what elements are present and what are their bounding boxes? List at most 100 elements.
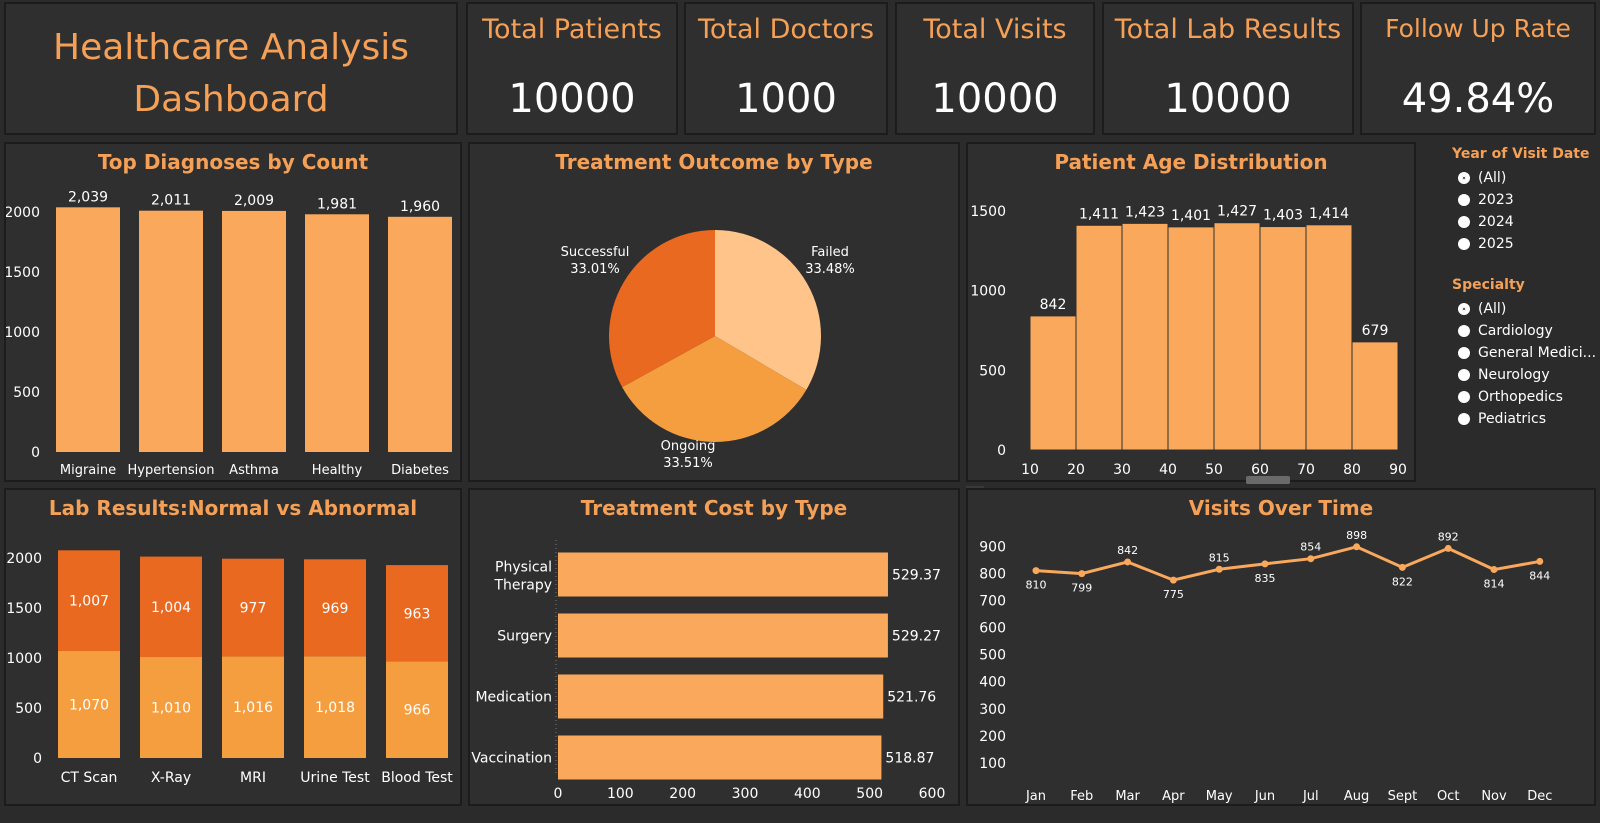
- radio-button[interactable]: [1458, 325, 1470, 337]
- stacked-bar-segment: [304, 656, 366, 758]
- series-line: [1035, 545, 1541, 582]
- age-histogram[interactable]: 0 500 1000 1500 842 1,411 1,423 1,401 1,427 1,403…: [968, 144, 1414, 480]
- radio-button[interactable]: [1458, 172, 1470, 184]
- treatment-cost-chart[interactable]: 529.37 Physical Therapy 529.27 Surgery 521.76…: [470, 490, 958, 804]
- x-tick-label: Apr: [1162, 789, 1185, 804]
- bar: [558, 613, 888, 658]
- kpi-total-visits: Total Visits 10000: [895, 2, 1095, 135]
- radio-button[interactable]: [1458, 413, 1470, 425]
- x-tick-label: Nov: [1481, 789, 1507, 804]
- y-tick-label: 500: [15, 701, 42, 717]
- kpi-value: 49.84%: [1401, 76, 1555, 122]
- diagnoses-chart[interactable]: 0 500 1000 1500 2000 2,039 Migraine 2,011 Hypert…: [6, 144, 460, 480]
- option-label: Orthopedics: [1478, 389, 1563, 405]
- resize-handle[interactable]: [1246, 476, 1290, 484]
- radio-button[interactable]: [1458, 369, 1470, 381]
- histogram-bar: [1259, 226, 1307, 451]
- x-tick-label: Feb: [1070, 789, 1093, 804]
- data-label: 835: [1255, 572, 1276, 585]
- cost-panel[interactable]: Treatment Cost by Type 529.37 Physical The…: [468, 488, 960, 806]
- specialty-filter-option[interactable]: Neurology: [1458, 364, 1550, 386]
- histogram-bar: [1351, 341, 1399, 451]
- y-tick-label: Medication: [475, 690, 552, 706]
- stacked-bar-segment: [386, 661, 448, 758]
- pie-slice: [715, 230, 821, 390]
- x-tick-label: Oct: [1437, 789, 1459, 804]
- data-label: 521.76: [887, 690, 936, 706]
- specialty-filter-option[interactable]: General Medici...: [1458, 342, 1596, 364]
- data-label: 1,007: [69, 594, 109, 610]
- y-tick-label: Therapy: [493, 578, 552, 594]
- x-tick-label: Aug: [1344, 789, 1369, 804]
- kpi-title: Follow Up Rate: [1385, 14, 1571, 43]
- x-tick-label: 200: [669, 786, 696, 802]
- data-label: 898: [1346, 529, 1367, 542]
- y-tick-label: 1000: [6, 651, 42, 667]
- chart-title: Patient Age Distribution: [1054, 150, 1328, 174]
- data-label: 1,018: [315, 700, 355, 716]
- option-label: Neurology: [1478, 367, 1550, 383]
- x-tick-label: Dec: [1527, 789, 1552, 804]
- data-point: [1124, 558, 1132, 566]
- year-filter-option[interactable]: (All): [1458, 167, 1506, 189]
- y-tick-label: Vaccination: [471, 751, 552, 767]
- outcome-panel[interactable]: Treatment Outcome by Type Failed 33.48% On…: [468, 142, 960, 482]
- year-filter-option[interactable]: 2024: [1458, 211, 1514, 233]
- radio-button[interactable]: [1458, 303, 1470, 315]
- x-tick-label: Jul: [1302, 789, 1319, 804]
- data-point: [1536, 557, 1544, 565]
- option-label: 2024: [1478, 214, 1514, 230]
- diagnoses-panel[interactable]: Top Diagnoses by Count 0 500 1000 1500 2000 2…: [4, 142, 462, 482]
- stacked-bar-segment: [58, 651, 120, 758]
- data-label: 2,039: [68, 189, 108, 205]
- age-panel[interactable]: Patient Age Distribution 0 500 1000 1500 842…: [966, 142, 1416, 482]
- option-label: 2025: [1478, 236, 1514, 252]
- data-point: [1169, 576, 1177, 584]
- specialty-filter-option[interactable]: Cardiology: [1458, 320, 1553, 342]
- x-tick-label: MRI: [240, 770, 266, 786]
- title-panel: Healthcare Analysis Dashboard: [4, 2, 458, 135]
- year-filter-option[interactable]: 2023: [1458, 189, 1514, 211]
- lab-results-chart[interactable]: 0 500 1000 1500 2000 1,070 1,007 CT Scan 1,010 1,…: [6, 490, 460, 804]
- x-tick-label: Diabetes: [391, 463, 449, 478]
- option-label: (All): [1478, 170, 1507, 186]
- histogram-bar: [1305, 224, 1353, 451]
- y-tick-label: 500: [979, 363, 1006, 379]
- data-label: 2,009: [234, 193, 274, 209]
- lab-panel[interactable]: Lab Results:Normal vs Abnormal 0 500 1000 1…: [4, 488, 462, 806]
- option-label: Pediatrics: [1478, 411, 1547, 427]
- data-label: 963: [404, 606, 431, 622]
- x-tick-label: Sept: [1388, 789, 1418, 804]
- x-tick-label: 70: [1297, 462, 1315, 478]
- year-filter-option[interactable]: 2025: [1458, 233, 1514, 255]
- radio-button[interactable]: [1458, 216, 1470, 228]
- specialty-filter-option[interactable]: Orthopedics: [1458, 386, 1563, 408]
- y-tick-label: 1000: [970, 284, 1006, 300]
- kpi-follow-up-rate: Follow Up Rate 49.84%: [1360, 2, 1596, 135]
- x-tick-label: 400: [794, 786, 821, 802]
- radio-button[interactable]: [1458, 238, 1470, 250]
- visits-line-chart[interactable]: 100 200 300 400 500 600 700 800 900 810 Jan 799 Feb 8…: [968, 490, 1594, 804]
- specialty-filter-option[interactable]: Pediatrics: [1458, 408, 1546, 430]
- y-tick-label: 400: [979, 675, 1006, 691]
- stacked-bar-segment: [58, 550, 120, 651]
- kpi-value: 10000: [1164, 76, 1292, 122]
- radio-button[interactable]: [1458, 194, 1470, 206]
- option-label: 2023: [1478, 192, 1514, 208]
- specialty-filter-option[interactable]: (All): [1458, 298, 1506, 320]
- x-tick-label: Jan: [1025, 789, 1046, 804]
- y-tick-label: 0: [31, 445, 40, 461]
- outcome-pie-chart[interactable]: Failed 33.48% Ongoing 33.51% Successful 33.01…: [470, 144, 958, 480]
- data-point: [1353, 543, 1361, 551]
- visits-panel[interactable]: Visits Over Time 100 200 300 400 500 600 700 80…: [966, 488, 1596, 806]
- x-tick-label: 300: [732, 786, 759, 802]
- radio-button[interactable]: [1458, 391, 1470, 403]
- chart-title: Visits Over Time: [1188, 496, 1374, 520]
- stacked-bar-segment: [140, 657, 202, 758]
- y-tick-label: 200: [979, 729, 1006, 745]
- radio-button[interactable]: [1458, 347, 1470, 359]
- x-tick-label: 600: [919, 786, 946, 802]
- y-tick-label: 800: [979, 566, 1006, 582]
- data-label: 1,414: [1309, 206, 1349, 222]
- y-tick-label: 1000: [6, 325, 40, 341]
